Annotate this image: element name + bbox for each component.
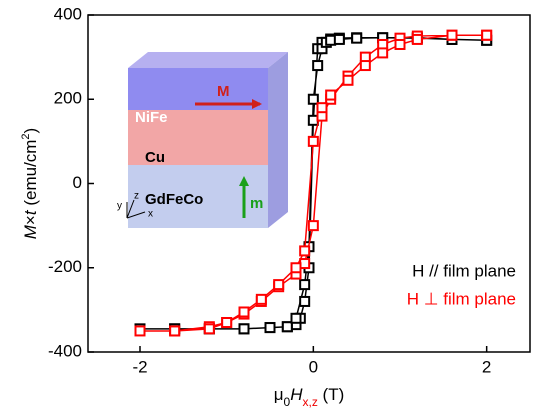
x-axis-label: μ0Hx,z (T) bbox=[274, 385, 345, 409]
legend-entry: H // film plane bbox=[412, 261, 516, 280]
axis-letter: x bbox=[148, 209, 153, 220]
x-tick-label: -2 bbox=[132, 357, 147, 376]
data-point bbox=[203, 323, 215, 335]
legend-entry: H ⊥ film plane bbox=[407, 289, 516, 308]
axis-arrow bbox=[126, 199, 135, 219]
inset-diagram: NiFe Cu GdFeCo M m x y z bbox=[117, 52, 288, 228]
data-point bbox=[221, 317, 233, 329]
y-label-part: 2 bbox=[20, 133, 32, 139]
side-face bbox=[268, 52, 288, 228]
x-label-part: H bbox=[290, 385, 303, 404]
layer-label: GdFeCo bbox=[145, 191, 203, 208]
y-label-part: M bbox=[21, 224, 40, 239]
arrowhead bbox=[252, 99, 262, 109]
data-point bbox=[299, 279, 311, 291]
y-label-part: t bbox=[21, 209, 40, 215]
arrow-label: m bbox=[250, 195, 263, 212]
y-tick-label: -400 bbox=[48, 341, 82, 360]
data-point bbox=[316, 102, 328, 114]
y-label-part: × bbox=[21, 215, 40, 225]
y-axis-label: M×t (emu/cm2) bbox=[20, 128, 41, 239]
arrowhead bbox=[239, 176, 249, 186]
data-point bbox=[307, 93, 319, 105]
axis-letter: y bbox=[117, 201, 122, 212]
data-point bbox=[394, 38, 406, 50]
data-point bbox=[281, 321, 293, 333]
data-point bbox=[481, 29, 493, 41]
data-point bbox=[299, 295, 311, 307]
y-tick-label: 200 bbox=[54, 89, 82, 108]
data-point bbox=[273, 279, 285, 291]
y-tick-label: -200 bbox=[48, 257, 82, 276]
y-tick-label: 0 bbox=[73, 173, 82, 192]
top-face bbox=[128, 52, 288, 68]
data-point bbox=[307, 114, 319, 126]
y-tick-label: 400 bbox=[54, 4, 82, 23]
axis-letter: z bbox=[134, 191, 139, 202]
layer-label: NiFe bbox=[135, 109, 168, 126]
x-tick-label: 0 bbox=[309, 357, 318, 376]
arrow-label: M bbox=[217, 83, 230, 100]
data-point bbox=[325, 89, 337, 101]
x-tick-label: 2 bbox=[482, 357, 491, 376]
data-point bbox=[238, 306, 250, 318]
data-point bbox=[134, 325, 146, 337]
data-point bbox=[446, 29, 458, 41]
axis-arrow bbox=[126, 211, 146, 219]
data-point bbox=[264, 322, 276, 334]
data-point bbox=[333, 33, 345, 45]
data-point bbox=[299, 258, 311, 270]
x-label-part: μ bbox=[274, 385, 284, 404]
data-point bbox=[342, 74, 354, 86]
data-point bbox=[411, 33, 423, 45]
y-label-part: (emu/cm bbox=[21, 140, 40, 211]
data-point bbox=[307, 135, 319, 147]
data-point bbox=[290, 312, 302, 324]
data-point bbox=[351, 32, 363, 44]
data-point bbox=[377, 47, 389, 59]
data-point bbox=[169, 325, 181, 337]
x-label-part: 0 bbox=[284, 395, 291, 409]
data-point bbox=[325, 34, 337, 46]
y-label-part: ) bbox=[21, 128, 40, 134]
data-point bbox=[312, 60, 324, 72]
x-label-part: x,z bbox=[302, 395, 317, 409]
data-point bbox=[307, 220, 319, 232]
data-point bbox=[359, 60, 371, 72]
layer-label: Cu bbox=[145, 149, 165, 166]
data-point bbox=[255, 293, 267, 305]
x-label-part: (T) bbox=[318, 385, 344, 404]
data-point bbox=[290, 262, 302, 274]
data-point bbox=[238, 323, 250, 335]
data-point bbox=[299, 245, 311, 257]
cu-layer bbox=[128, 110, 268, 165]
